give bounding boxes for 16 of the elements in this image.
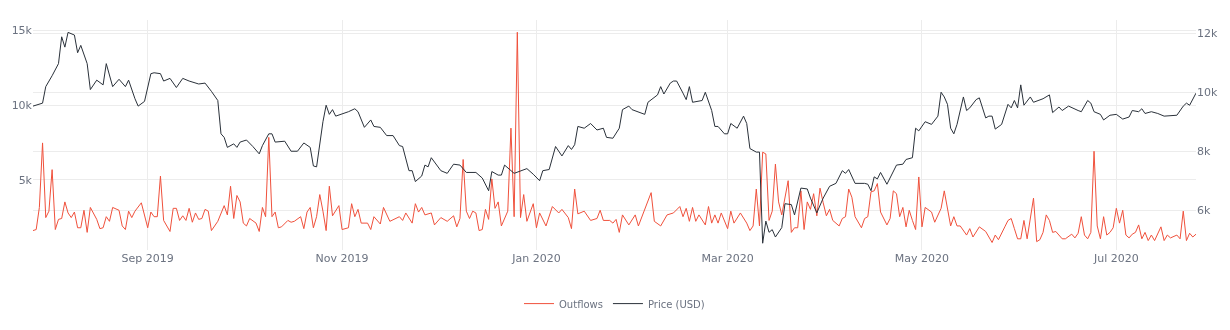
x-tick-label: Jan 2020 — [511, 252, 561, 265]
y2-tick-label: 12k — [1197, 27, 1218, 41]
legend-label: Outflows — [559, 298, 603, 310]
x-tick-label: Sep 2019 — [121, 252, 174, 265]
y2-tick-label: 6k — [1197, 204, 1211, 218]
x-tick-label: Nov 2019 — [315, 252, 369, 265]
y-tick-label: 15k — [11, 24, 33, 38]
x-tick-label: Mar 2020 — [701, 252, 754, 265]
legend-label: Price (USD) — [647, 298, 705, 310]
line-series — [33, 31, 1196, 244]
y-tick-label: 5k — [18, 173, 33, 187]
y-tick-label: 10k — [11, 98, 33, 112]
x-tick-label: Jul 2020 — [1092, 252, 1139, 265]
x-tick-label: May 2020 — [894, 252, 950, 265]
y2-tick-label: 8k — [1197, 145, 1211, 159]
y2-tick-label: 10k — [1197, 86, 1218, 100]
